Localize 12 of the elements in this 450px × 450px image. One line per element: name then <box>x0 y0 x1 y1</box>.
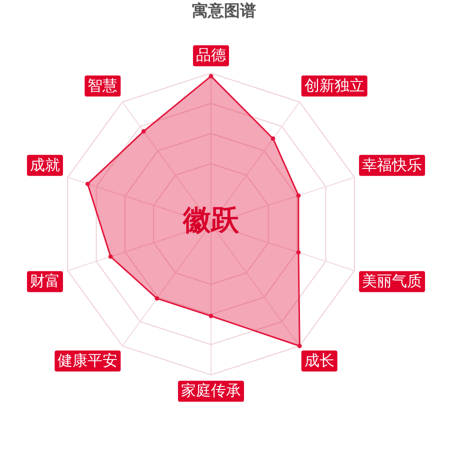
chart-title: 寓意图谱 <box>192 0 256 20</box>
spoke-label: 健康平安 <box>58 351 118 370</box>
spoke-label: 成长 <box>304 351 334 370</box>
spoke-label: 成就 <box>30 156 60 174</box>
spoke-label: 创新独立 <box>304 76 364 94</box>
spoke-label: 美丽气质 <box>362 272 422 290</box>
spoke-label: 智慧 <box>88 76 118 94</box>
spoke-label: 家庭传承 <box>181 382 241 400</box>
spoke-label: 品德 <box>196 46 226 64</box>
spoke-label: 财富 <box>30 272 60 290</box>
spoke-label: 幸福快乐 <box>362 156 422 174</box>
text: 徽跃 <box>182 203 240 236</box>
